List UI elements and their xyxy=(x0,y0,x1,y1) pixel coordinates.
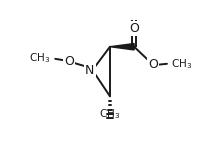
Polygon shape xyxy=(110,44,134,50)
Text: CH$_3$: CH$_3$ xyxy=(99,107,121,121)
Text: O: O xyxy=(148,58,158,71)
Text: O: O xyxy=(64,55,74,68)
Text: N: N xyxy=(85,64,95,77)
Text: O: O xyxy=(129,22,139,35)
Text: CH$_3$: CH$_3$ xyxy=(171,57,192,71)
Text: CH$_3$: CH$_3$ xyxy=(29,52,50,65)
